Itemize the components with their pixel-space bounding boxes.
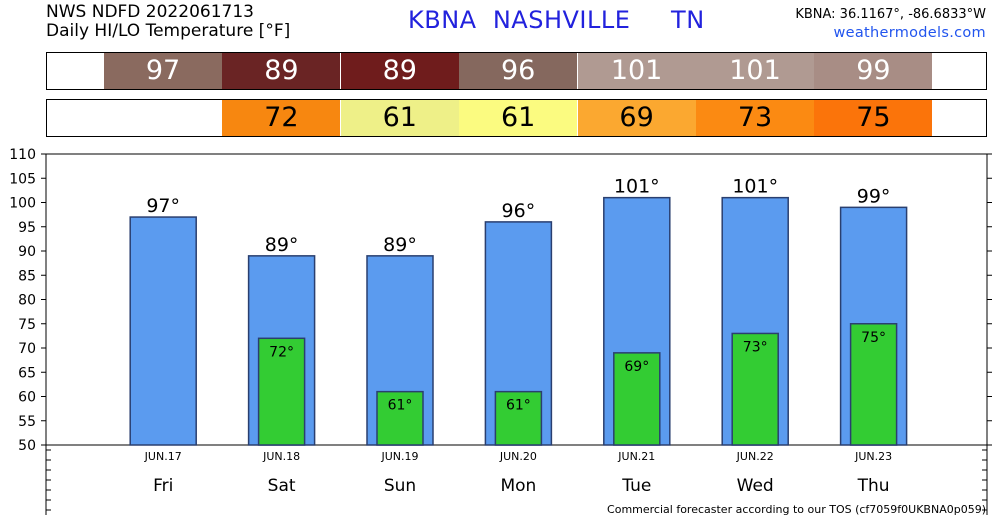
y-tick-label: 75 — [18, 317, 36, 333]
x-tick-label: Fri — [153, 476, 173, 496]
hi-data-label: 89° — [265, 234, 299, 256]
date-label: JUN.18 — [262, 450, 300, 463]
lo-strip-cell: 73 — [696, 100, 814, 136]
y-tick-label: 110 — [9, 147, 36, 163]
chart-title: Daily HI/LO Temperature [°F] — [46, 21, 291, 41]
hi-strip-cell: 89 — [340, 53, 459, 89]
hi-data-label: 96° — [502, 200, 536, 222]
hi-data-label: 101° — [732, 176, 778, 198]
hi-strip-cell: 97 — [104, 53, 222, 89]
y-tick-label: 70 — [18, 341, 36, 357]
y-tick-label: 85 — [18, 268, 36, 284]
date-label: JUN.21 — [617, 450, 655, 463]
lo-bar — [257, 337, 306, 446]
lo-data-label: 73° — [743, 339, 768, 355]
x-tick-label: Wed — [737, 476, 774, 496]
x-tick-label: Tue — [621, 476, 651, 496]
hi-bar — [129, 216, 197, 446]
y-tick-label: 100 — [9, 196, 36, 212]
y-tick-label: 50 — [18, 438, 36, 454]
y-tick-label: 95 — [18, 220, 36, 236]
hi-strip-cell: 96 — [459, 53, 578, 89]
hi-strip-cell: 101 — [696, 53, 814, 89]
date-label: JUN.20 — [499, 450, 537, 463]
footer-note: Commercial forecaster according to our T… — [607, 503, 986, 516]
station-title: KBNA NASHVILLE TN — [408, 6, 705, 34]
lo-bar — [731, 332, 779, 446]
hi-strip-cell: 89 — [222, 53, 341, 89]
date-label: JUN.17 — [144, 450, 182, 463]
lo-strip-cell: 61 — [459, 100, 578, 136]
x-tick-label: Sun — [384, 476, 416, 496]
y-tick-label: 90 — [18, 244, 36, 260]
chart-header: NWS NDFD 2022061713 Daily HI/LO Temperat… — [46, 3, 290, 41]
lo-data-label: 69° — [624, 359, 649, 375]
hi-data-label: 99° — [857, 185, 891, 207]
date-label: JUN.22 — [736, 450, 774, 463]
hi-strip-cell: 99 — [814, 53, 933, 89]
lo-data-label: 61° — [388, 398, 413, 414]
site-link[interactable]: weathermodels.com — [833, 25, 986, 41]
y-tick-label: 65 — [18, 365, 36, 381]
lo-bar — [494, 390, 543, 446]
lo-temp-strip: 72 61 61 69 73 75 — [46, 99, 987, 137]
lo-strip-cell: 75 — [814, 100, 933, 136]
lo-bar — [376, 390, 424, 446]
hi-data-label: 101° — [614, 176, 660, 198]
x-tick-label: Thu — [857, 476, 890, 496]
y-tick-label: 105 — [9, 171, 36, 187]
y-tick-label: 60 — [18, 390, 36, 406]
lo-data-label: 72° — [269, 344, 294, 360]
hi-temp-strip: 97 89 89 96 101 101 99 — [46, 52, 987, 90]
hi-data-label: 89° — [383, 234, 417, 256]
hi-strip-cell: 101 — [577, 53, 696, 89]
lo-bar — [849, 323, 898, 446]
lo-data-label: 75° — [861, 330, 886, 346]
date-label: JUN.23 — [854, 450, 892, 463]
station-info: KBNA: 36.1167°, -86.6833°W weathermodels… — [795, 5, 986, 43]
lo-strip-cell: 69 — [577, 100, 696, 136]
x-tick-label: Sat — [268, 476, 296, 496]
date-label: JUN.19 — [380, 450, 418, 463]
lo-data-label: 61° — [506, 398, 531, 414]
hi-data-label: 97° — [146, 195, 180, 217]
x-tick-label: Mon — [500, 476, 536, 496]
lo-bar — [613, 352, 661, 446]
lo-strip-cell: 61 — [340, 100, 459, 136]
model-run-label: NWS NDFD 2022061713 — [46, 2, 254, 22]
y-tick-label: 80 — [18, 293, 36, 309]
y-tick-label: 55 — [18, 414, 36, 430]
lo-strip-cell: 72 — [222, 100, 341, 136]
station-coords: KBNA: 36.1167°, -86.6833°W — [795, 7, 986, 22]
